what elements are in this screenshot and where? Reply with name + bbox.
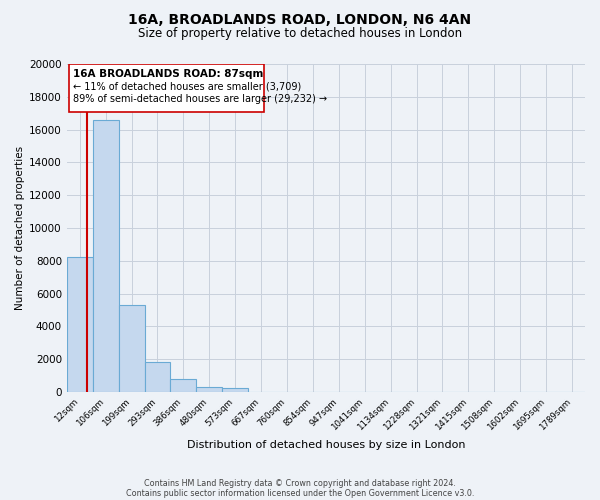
Text: Contains public sector information licensed under the Open Government Licence v3: Contains public sector information licen…: [126, 488, 474, 498]
Bar: [170, 379, 196, 392]
Bar: [222, 388, 248, 392]
Y-axis label: Number of detached properties: Number of detached properties: [15, 146, 25, 310]
X-axis label: Distribution of detached houses by size in London: Distribution of detached houses by size …: [187, 440, 465, 450]
Text: Size of property relative to detached houses in London: Size of property relative to detached ho…: [138, 28, 462, 40]
Text: Contains HM Land Registry data © Crown copyright and database right 2024.: Contains HM Land Registry data © Crown c…: [144, 478, 456, 488]
Text: 16A BROADLANDS ROAD: 87sqm: 16A BROADLANDS ROAD: 87sqm: [73, 69, 263, 79]
Bar: [67, 258, 92, 392]
Bar: [196, 388, 222, 392]
Text: 16A, BROADLANDS ROAD, LONDON, N6 4AN: 16A, BROADLANDS ROAD, LONDON, N6 4AN: [128, 12, 472, 26]
FancyBboxPatch shape: [69, 64, 264, 112]
Text: 89% of semi-detached houses are larger (29,232) →: 89% of semi-detached houses are larger (…: [73, 94, 327, 104]
Bar: [145, 362, 170, 392]
Bar: [92, 120, 119, 392]
Text: ← 11% of detached houses are smaller (3,709): ← 11% of detached houses are smaller (3,…: [73, 81, 301, 91]
Bar: [119, 305, 145, 392]
